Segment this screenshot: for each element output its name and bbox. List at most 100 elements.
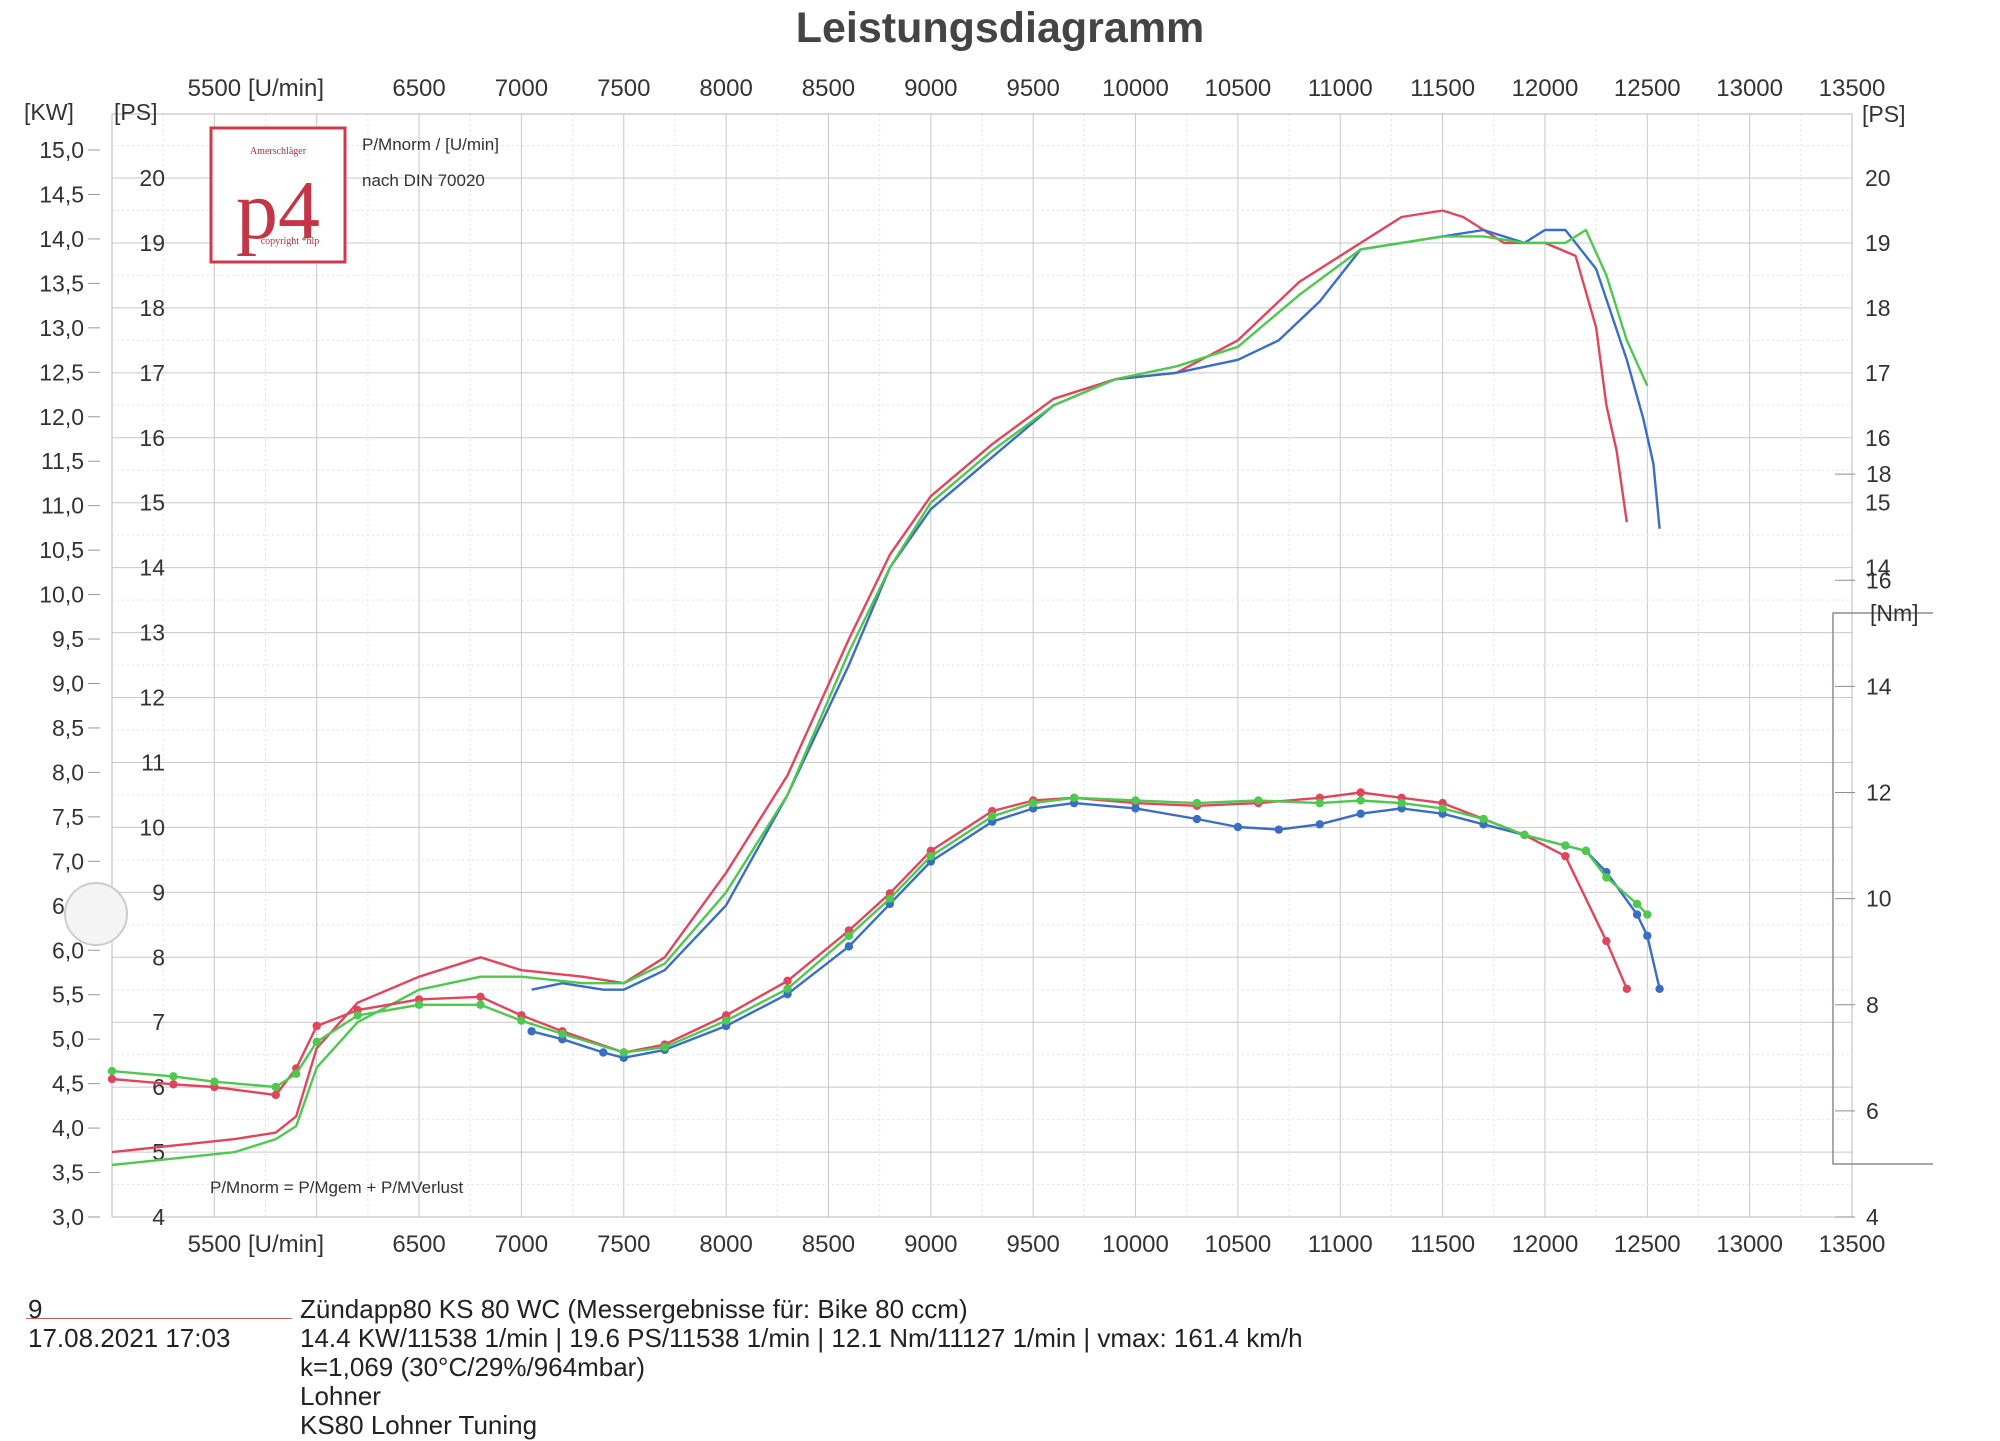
x-tick-label: 10000 (1102, 75, 1169, 102)
torque-green-point (885, 894, 895, 903)
logo-bottom-text: copyright *hlp (261, 236, 320, 247)
x-tick-label: 7500 (597, 75, 650, 102)
torque-green-point (721, 1016, 731, 1025)
torque-green-point (1520, 830, 1529, 840)
torque-green-point (1028, 798, 1038, 808)
ps-tick-label: 18 (139, 295, 165, 321)
kw-tick-label: 15,0 (39, 137, 84, 163)
x-tick-label: [U/min] (248, 1231, 324, 1258)
kw-tick-label: 13,0 (39, 315, 84, 341)
torque-blue-point (1643, 931, 1652, 940)
ps-tick-label: 15 (139, 490, 165, 516)
torque-green-point (1438, 804, 1447, 813)
kw-tick-label: 3,0 (52, 1204, 84, 1230)
nm-tick-label: 10 (1866, 886, 1892, 912)
torque-red-point (1622, 984, 1632, 994)
kw-tick-label: 7,5 (52, 804, 84, 830)
x-tick-label: 7000 (495, 1231, 548, 1258)
kw-tick-label: 12,0 (39, 404, 84, 430)
torque-red-point (476, 992, 485, 1001)
torque-blue-point (1233, 822, 1243, 832)
torque-green-point (1069, 793, 1079, 803)
nm-tick-label: 14 (1866, 673, 1892, 699)
torque-green-point (1479, 814, 1488, 824)
power-green-line (111, 228, 1649, 1167)
ps-tick-label: 6 (152, 1074, 165, 1100)
ps-right-tick-label: 14 (1865, 555, 1891, 581)
kw-tick-label: 11,0 (41, 493, 84, 519)
kw-tick-label: 8,0 (52, 759, 84, 785)
torque-green-point (1643, 910, 1652, 919)
ps-tick-label: 20 (139, 165, 165, 191)
ps-right-tick-label: 20 (1865, 165, 1891, 191)
x-tick-label: 8000 (699, 1231, 752, 1258)
kw-tick-label: 10,0 (39, 582, 84, 608)
torque-green-point (1192, 798, 1202, 808)
ps-tick-label: 13 (139, 620, 165, 646)
x-tick-label: 11000 (1308, 1231, 1373, 1258)
torque-green-point (1561, 841, 1570, 850)
torque-red-line (111, 791, 1628, 1097)
torque-green-point (517, 1016, 526, 1025)
ps-right-tick-label: 15 (1865, 490, 1891, 516)
kw-tick-label: 9,5 (52, 626, 84, 652)
torque-green-point (312, 1037, 321, 1047)
x-tick-label: 6500 (392, 75, 445, 102)
x-tick-label: 5500 (188, 1231, 241, 1258)
ps-tick-label: 5 (152, 1139, 165, 1165)
torque-green-point (1632, 899, 1642, 909)
footer-line-3: k=1,069 (30°C/29%/964mbar) (300, 1352, 645, 1382)
torque-blue-point (844, 942, 854, 951)
ps-tick-label: 10 (139, 814, 165, 840)
nm-unit-label: [Nm] (1870, 600, 1919, 626)
kw-tick-label: 9,0 (52, 671, 84, 697)
ps-tick-label: 19 (139, 230, 165, 256)
ps-right-unit-label: [PS] (1862, 101, 1905, 127)
x-tick-label: 12500 (1614, 75, 1681, 102)
nm-tick-label: 18 (1866, 461, 1892, 487)
torque-red-point (1561, 851, 1570, 861)
torque-red-point (271, 1090, 280, 1100)
x-tick-label: 11500 (1410, 75, 1475, 102)
torque-green-line (111, 796, 1649, 1089)
torque-green-point (292, 1069, 301, 1078)
ps-tick-label: 8 (152, 944, 165, 970)
torque-green-point (210, 1077, 219, 1086)
footer-line-2: 14.4 KW/11538 1/min | 19.6 PS/11538 1/mi… (300, 1323, 1303, 1353)
punch-hole (64, 882, 128, 946)
nm-tick-label: 8 (1866, 992, 1879, 1018)
torque-green-point (414, 1000, 424, 1009)
ps-tick-label: 7 (152, 1009, 165, 1035)
torque-green-point (1131, 796, 1140, 805)
x-tick-label: 13500 (1819, 75, 1886, 102)
x-tick-label: 11000 (1308, 75, 1373, 102)
ps-tick-label: 14 (139, 555, 165, 581)
x-tick-label: 8000 (699, 75, 752, 102)
torque-blue-point (1315, 820, 1324, 829)
kw-tick-label: 14,5 (39, 181, 84, 207)
y-axis-ps-right: 14 15 16 17 18 19 20 (1865, 165, 1891, 581)
kw-tick-label: 6,0 (52, 937, 84, 963)
x-tick-label: 11500 (1410, 1231, 1475, 1258)
torque-blue-point (1192, 814, 1202, 824)
p4-logo: Amerschläger p4 copyright *hlp (209, 126, 347, 264)
chart-title: Leistungsdiagramm (796, 4, 1205, 52)
run-number: 9 (28, 1294, 43, 1324)
ps-tick-label: 16 (139, 425, 165, 451)
torque-blue-point (527, 1027, 536, 1036)
ps-right-tick-label: 17 (1865, 360, 1891, 386)
torque-green-point (926, 851, 936, 861)
x-tick-label: 9000 (904, 1231, 957, 1258)
y-axis-ps: 4 5 6 7 8 9 10 11 12 13 14 15 16 17 18 19 20 (139, 165, 165, 1230)
footer-line-4: Lohner (300, 1381, 381, 1411)
x-axis-bottom: 5500 [U/min] 6500 7000 7500 8000 8500 9000 9500 1… (188, 1231, 1886, 1258)
logo-frame (209, 126, 347, 264)
ps-right-tick-label: 18 (1865, 295, 1891, 321)
torque-blue-point (1655, 984, 1664, 994)
x-axis-top: 5500 [U/min] 6500 7000 7500 8000 8500 9000 9500 1… (188, 75, 1886, 102)
torque-blue-point (599, 1048, 608, 1057)
power-red-line (111, 209, 1628, 1154)
x-tick-label: 12500 (1614, 1231, 1681, 1258)
